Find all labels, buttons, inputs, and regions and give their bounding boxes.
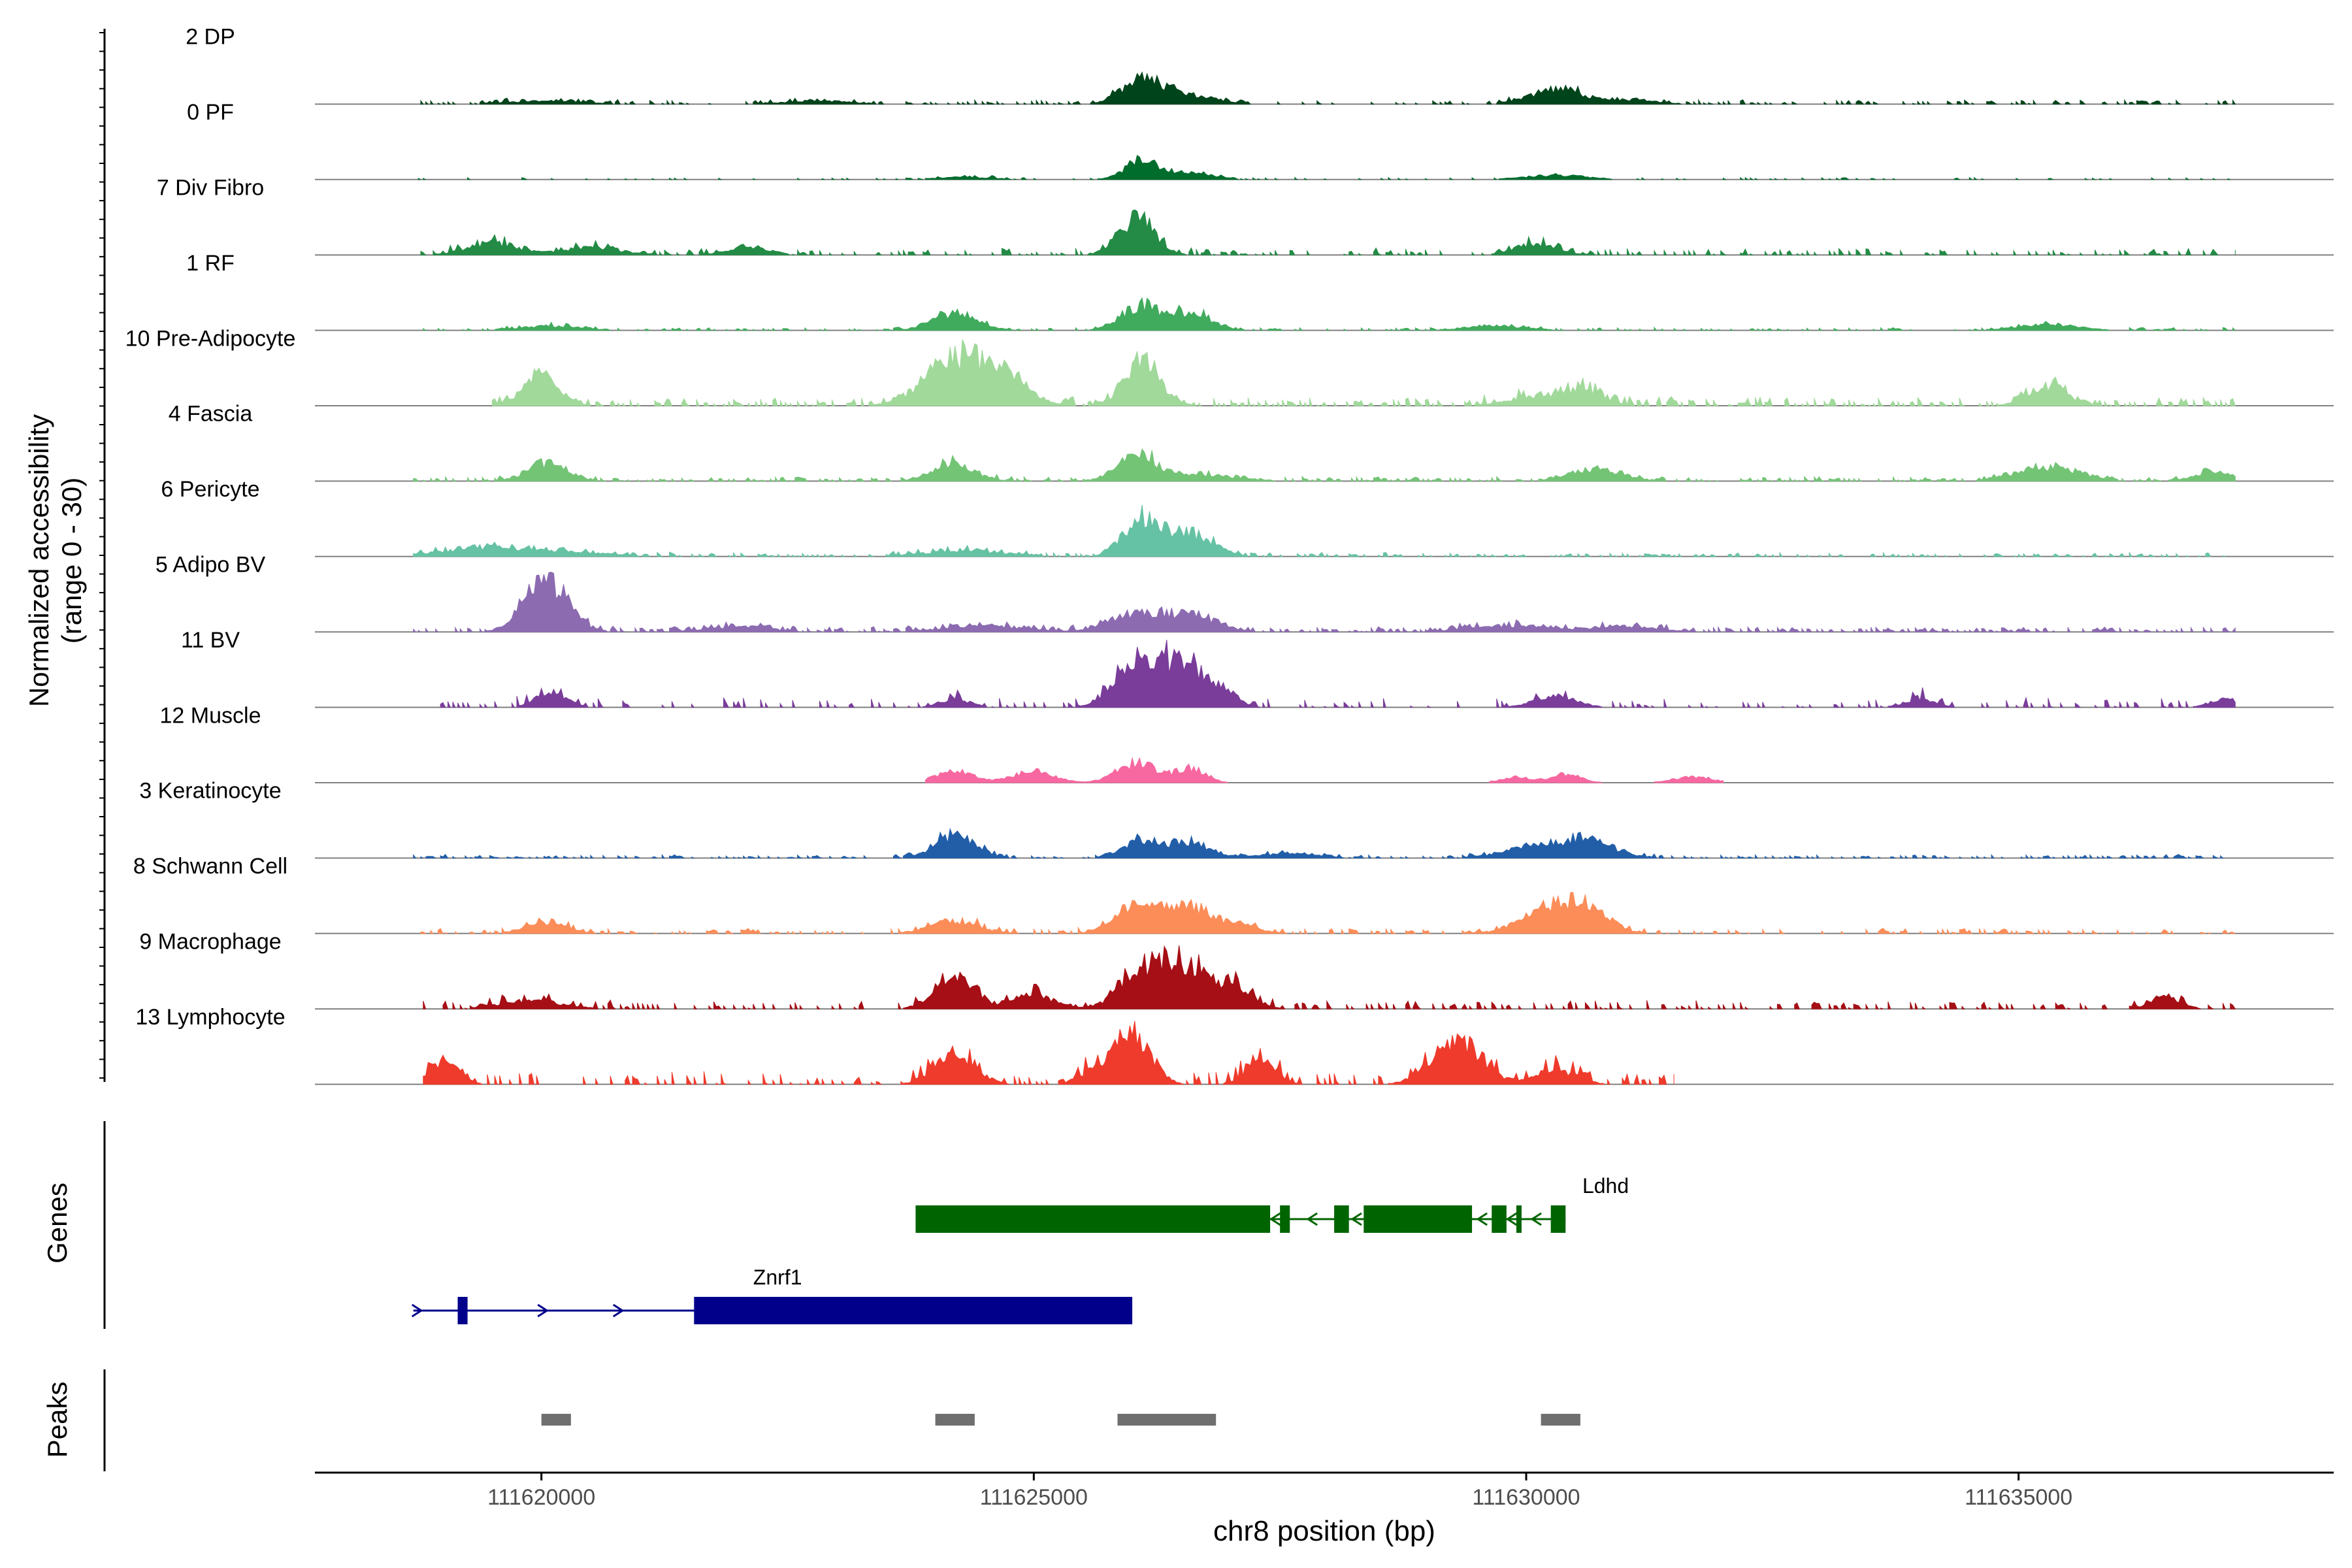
track-11: 3 Keratinocyte [139, 779, 2334, 859]
track-5: 10 Pre-Adipocyte [125, 326, 2334, 406]
strand-arrow [537, 1303, 549, 1318]
peak-region [1117, 1414, 1217, 1426]
peaks-label: Peaks [42, 1382, 73, 1458]
coverage-area [417, 154, 2230, 180]
track-label: 3 Keratinocyte [139, 779, 281, 804]
coverage-area [491, 339, 2236, 406]
track-7: 6 Pericyte [161, 477, 2334, 557]
track-label: 7 Div Fibro [157, 176, 264, 201]
strand-arrow [1269, 1212, 1281, 1226]
x-tick-label: 111625000 [980, 1485, 1088, 1510]
exon [694, 1297, 1133, 1324]
x-tick-label: 111630000 [1472, 1485, 1580, 1510]
track-label: 2 DP [186, 25, 235, 50]
track-2: 0 PF [187, 100, 2334, 180]
track-label: 5 Adipo BV [155, 553, 266, 578]
exon [1364, 1205, 1473, 1233]
strand-arrow [1505, 1212, 1518, 1226]
coverage-area [423, 1021, 1674, 1085]
coverage-area [440, 640, 2236, 708]
strand-arrow [1306, 1212, 1318, 1226]
exon [1280, 1205, 1290, 1233]
coverage-area [420, 892, 2236, 934]
gene-label: Ldhd [1582, 1174, 1629, 1198]
track-10: 12 Muscle [160, 703, 2334, 783]
x-axis-title: chr8 position (bp) [1213, 1515, 1435, 1547]
peak-track [541, 1414, 1580, 1426]
y-axis [99, 29, 106, 1082]
peak-region [1541, 1414, 1580, 1426]
exon [1516, 1205, 1522, 1233]
track-1: 2 DP [186, 25, 2334, 105]
exon [915, 1205, 1271, 1233]
coverage-area [413, 448, 2236, 482]
x-tick-label: 111635000 [1965, 1485, 2072, 1510]
track-label: 10 Pre-Adipocyte [125, 326, 296, 351]
strand-arrow [612, 1303, 625, 1318]
coverage-area [423, 945, 2236, 1009]
y-axis-range: (range 0 - 30) [56, 478, 87, 644]
x-axis-ticks: 111620000 111625000 111630000 111635000 [487, 1473, 2072, 1510]
track-label: 11 BV [181, 628, 240, 653]
track-label: 6 Pericyte [161, 477, 259, 502]
gene-znrf1: Znrf1 [411, 1266, 1133, 1324]
gene-label: Znrf1 [753, 1266, 802, 1289]
coverage-area [423, 297, 2236, 331]
gene-track: Ldhd Znrf1 [411, 1174, 1629, 1324]
track-12: 8 Schwann Cell [133, 854, 2334, 934]
exon [1492, 1205, 1507, 1233]
genes-label: Genes [42, 1183, 73, 1264]
track-4: 1 RF [186, 251, 2334, 331]
track-label: 4 Fascia [169, 402, 253, 427]
coverage-area [420, 209, 2236, 255]
track-6: 4 Fascia [169, 402, 2334, 482]
coverage-area [413, 504, 2236, 557]
strand-arrow [1350, 1212, 1362, 1226]
y-axis-title: Normalized accessibility [24, 414, 54, 707]
strand-arrow [1476, 1212, 1488, 1226]
track-label: 1 RF [186, 251, 235, 276]
track-label: 8 Schwann Cell [133, 854, 287, 879]
track-label: 12 Muscle [160, 703, 261, 728]
track-label: 9 Macrophage [139, 930, 281, 955]
track-3: 7 Div Fibro [157, 176, 2334, 256]
track-13: 9 Macrophage [139, 930, 2334, 1010]
exon [1334, 1205, 1349, 1233]
peak-region [935, 1414, 975, 1426]
peak-region [541, 1414, 571, 1426]
exon [1550, 1205, 1566, 1233]
coverage-area [420, 71, 2236, 105]
coverage-tracks: 2 DP 0 PF 7 Div Fibro 1 RF 10 Pre-Adipocyte 4… [125, 25, 2334, 1085]
track-14: 13 Lymphocyte [135, 1005, 2334, 1085]
track-label: 0 PF [187, 100, 234, 125]
track-9: 11 BV [181, 628, 2334, 708]
exon [457, 1297, 468, 1324]
gene-ldhd: Ldhd [915, 1174, 1629, 1233]
coverage-area [413, 572, 2236, 632]
coverage-area [925, 757, 1723, 783]
coverage-area [413, 827, 2224, 858]
x-tick-label: 111620000 [487, 1485, 595, 1510]
strand-arrow [411, 1303, 423, 1318]
strand-arrow [1530, 1212, 1542, 1226]
track-8: 5 Adipo BV [155, 553, 2334, 633]
track-label: 13 Lymphocyte [135, 1005, 285, 1030]
